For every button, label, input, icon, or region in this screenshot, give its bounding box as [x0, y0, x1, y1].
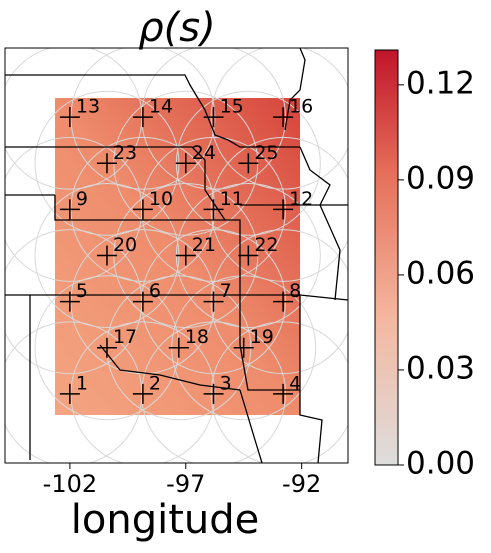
point-marker — [203, 107, 224, 128]
point-marker — [132, 199, 153, 220]
point-marker — [59, 383, 80, 404]
point-marker — [238, 153, 259, 174]
colorbar — [374, 49, 399, 466]
point-marker — [96, 245, 117, 266]
point-label: 2 — [149, 372, 161, 394]
point-marker — [175, 153, 196, 174]
point-label: 15 — [220, 96, 244, 118]
point-marker — [132, 291, 153, 312]
point-label: 22 — [254, 234, 278, 256]
point-marker — [132, 383, 153, 404]
point-marker — [203, 291, 224, 312]
point-label: 6 — [149, 280, 161, 302]
point-label: 25 — [254, 142, 278, 164]
state-borders — [5, 48, 348, 463]
point-label: 7 — [220, 280, 232, 302]
x-tick-label: -92 — [282, 470, 321, 498]
colorbar-tick-label: 0.09 — [406, 160, 475, 196]
point-label: 3 — [220, 372, 232, 394]
point-label: 18 — [185, 326, 209, 348]
x-axis-label: longitude — [71, 497, 259, 543]
point-label: 5 — [76, 280, 88, 302]
point-marker — [96, 153, 117, 174]
point-marker — [132, 107, 153, 128]
point-label: 20 — [113, 234, 137, 256]
point-label: 4 — [289, 372, 301, 394]
point-label: 12 — [289, 188, 313, 210]
colorbar-tick-label: 0.03 — [406, 350, 475, 386]
colorbar-tick-label: 0.12 — [406, 65, 475, 101]
point-marker — [273, 107, 294, 128]
point-marker — [273, 291, 294, 312]
plot-frame — [4, 47, 349, 464]
point-label: 17 — [113, 326, 137, 348]
point-label: 23 — [113, 142, 137, 164]
point-marker — [59, 291, 80, 312]
point-label: 16 — [289, 96, 313, 118]
point-label: 11 — [220, 188, 244, 210]
point-label: 13 — [76, 96, 100, 118]
point-marker — [59, 107, 80, 128]
point-label: 21 — [192, 234, 216, 256]
point-marker — [96, 337, 117, 358]
point-label: 24 — [192, 142, 216, 164]
point-marker — [273, 383, 294, 404]
point-marker — [273, 199, 294, 220]
x-tick-label: -97 — [166, 470, 205, 498]
colorbar-tick-label: 0.00 — [406, 446, 475, 482]
point-marker — [59, 199, 80, 220]
point-marker — [233, 337, 254, 358]
point-label: 10 — [149, 188, 173, 210]
point-label: 8 — [289, 280, 301, 302]
point-marker — [203, 383, 224, 404]
colorbar-tick-label: 0.06 — [406, 255, 475, 291]
chart-title: ρ(s) — [138, 5, 215, 51]
point-label: 1 — [76, 372, 88, 394]
point-marker — [203, 199, 224, 220]
x-tick-label: -102 — [43, 470, 97, 498]
point-marker — [168, 337, 189, 358]
point-marker — [175, 245, 196, 266]
point-marker — [238, 245, 259, 266]
point-label: 19 — [250, 326, 274, 348]
point-label: 14 — [149, 96, 173, 118]
point-label: 9 — [76, 188, 88, 210]
